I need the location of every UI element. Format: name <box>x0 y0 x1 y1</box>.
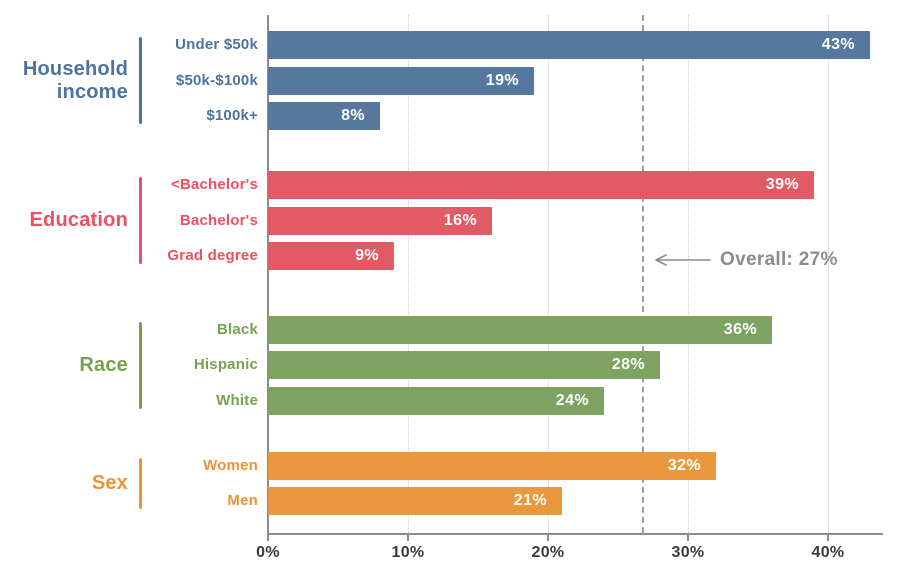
group-bracket <box>139 37 142 124</box>
bar: 8% <box>268 102 380 130</box>
bar-value-label: 36% <box>723 320 757 338</box>
bar-value-label: 8% <box>341 107 365 124</box>
category-label: <Bachelor's <box>170 176 258 193</box>
tick-mark <box>827 535 829 541</box>
bar-value-label: 19% <box>485 71 519 89</box>
group-label-line: Race <box>79 353 128 376</box>
group-label: Sex <box>0 472 128 495</box>
category-label: Grad degree <box>167 247 258 264</box>
category-label: $100k+ <box>206 107 258 124</box>
tick-label: 10% <box>391 544 425 561</box>
category-label: Hispanic <box>193 356 258 373</box>
bar: 16% <box>268 206 492 235</box>
bar-value-label: 28% <box>611 356 645 373</box>
gridline <box>828 15 829 533</box>
gridline <box>408 15 409 533</box>
bar: 21% <box>268 487 562 515</box>
group-bracket <box>139 177 142 264</box>
group-label: Race <box>0 354 128 377</box>
bar-value-label: 24% <box>555 391 589 409</box>
group-bracket <box>139 321 142 409</box>
gridline <box>688 15 689 533</box>
bar-value-label: 16% <box>443 211 477 229</box>
category-label: Under $50k <box>175 36 258 53</box>
bar-value-label: 43% <box>821 36 855 53</box>
bar-value-label: 39% <box>765 176 799 193</box>
category-label: Women <box>203 456 258 474</box>
tick-mark <box>547 535 549 541</box>
left-arrow-icon <box>655 254 711 266</box>
category-label: Black <box>216 320 258 338</box>
category-label: Bachelor's <box>179 211 258 229</box>
bar: 36% <box>268 315 772 344</box>
group-label: Household income <box>0 58 128 104</box>
category-label: White <box>216 391 258 409</box>
overall-annotation-label: Overall: 27% <box>720 249 838 270</box>
y-axis-line <box>267 15 269 533</box>
group-label-line: income <box>56 80 128 103</box>
x-axis-line <box>267 533 883 535</box>
group-label-line: Household <box>22 57 128 80</box>
bar: 9% <box>268 242 394 270</box>
bar: 24% <box>268 386 604 415</box>
bar: 39% <box>268 171 814 199</box>
tick-label: 0% <box>256 544 280 561</box>
tick-label: 20% <box>531 544 565 561</box>
bar-value-label: 21% <box>513 492 547 509</box>
tick-mark <box>407 535 409 541</box>
bar: 28% <box>268 351 660 379</box>
gridline <box>548 15 549 533</box>
overall-annotation: Overall: 27% <box>653 246 838 274</box>
tick-label: 30% <box>671 544 705 561</box>
bar: 32% <box>268 451 716 480</box>
bar-value-label: 32% <box>667 456 701 474</box>
tick-mark <box>687 535 689 541</box>
bar: 43% <box>268 31 870 59</box>
category-label: Men <box>227 492 258 509</box>
group-label-line: Sex <box>91 471 128 494</box>
tick-label: 40% <box>811 544 845 561</box>
group-bracket <box>139 457 142 509</box>
group-label-line: Education <box>29 209 128 231</box>
group-label: Education <box>0 209 128 232</box>
overall-dashed-line <box>642 15 644 533</box>
category-label: $50k-$100k <box>175 71 258 89</box>
bar: 19% <box>268 66 534 95</box>
bar-value-label: 9% <box>355 247 379 264</box>
tick-mark <box>267 535 269 541</box>
